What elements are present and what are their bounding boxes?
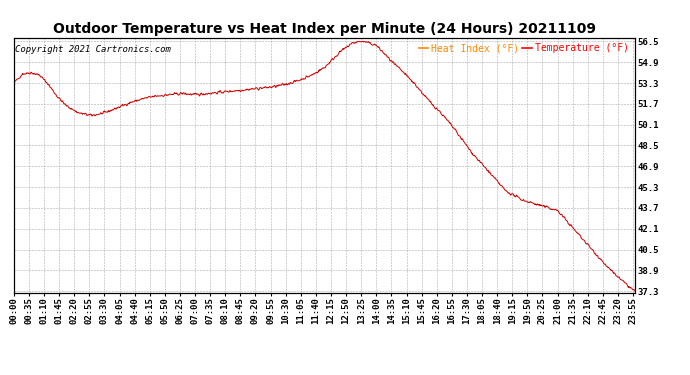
Legend: Heat Index (°F), Temperature (°F): Heat Index (°F), Temperature (°F): [417, 42, 630, 54]
Text: Copyright 2021 Cartronics.com: Copyright 2021 Cartronics.com: [15, 45, 171, 54]
Title: Outdoor Temperature vs Heat Index per Minute (24 Hours) 20211109: Outdoor Temperature vs Heat Index per Mi…: [53, 22, 595, 36]
